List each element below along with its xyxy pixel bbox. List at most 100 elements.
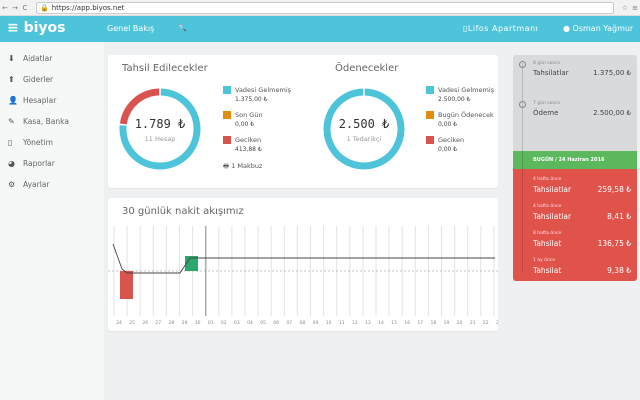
collect-subtitle[interactable]: 11 Hesap xyxy=(144,135,176,143)
print-label: 1 Makbuz xyxy=(231,162,263,170)
user-name: Osman Yağmur xyxy=(572,24,634,33)
sidebar-item-6[interactable]: ⚙ Ayarlar xyxy=(8,180,50,189)
gear-icon: ⚙ xyxy=(8,180,16,189)
event-when: 4 hafta önce xyxy=(533,177,562,182)
pie-chart-icon: ◕ xyxy=(8,159,15,168)
legend-value: 0,00 ₺ xyxy=(438,146,458,153)
event-label: Ödeme xyxy=(533,109,559,117)
sidebar-item-4[interactable]: ▯ Yönetim xyxy=(8,138,53,147)
legend-item: Vadesi Gelmemiş 1.375,00 ₺ xyxy=(223,86,291,103)
upload-icon: ⬆ xyxy=(8,75,15,84)
sidebar-item-label: Raporlar xyxy=(23,159,55,168)
outflow-bar xyxy=(120,271,133,299)
day-tick-label: 25 xyxy=(129,320,135,326)
timeline-event[interactable]: 4 hafta önce Tahsilatlar 8,41 ₺ xyxy=(533,204,631,221)
day-tick-label: 23 xyxy=(496,320,498,326)
event-amount: 2.500,00 ₺ xyxy=(593,109,631,117)
sidebar-item-3[interactable]: ✎ Kasa, Banka xyxy=(8,117,69,126)
day-tick-label: 24 xyxy=(116,320,122,326)
sidebar-item-0[interactable]: ⬇ Aidatlar xyxy=(8,54,52,63)
print-receipt-button[interactable]: 🖶 1 Makbuz xyxy=(223,162,262,173)
day-tick-label: 28 xyxy=(169,320,175,326)
timeline-panel: BUGÜN / 24 Haziran 2016 8 gün sonra Tahsi… xyxy=(513,55,637,281)
day-tick-label: 12 xyxy=(352,320,358,326)
event-label: Tahsilatlar xyxy=(533,185,572,194)
apartment-selector[interactable]: ▯Lifos Apartmanı xyxy=(463,24,539,33)
sidebar-item-label: Giderler xyxy=(23,75,54,84)
event-label: Tahsilat xyxy=(533,239,562,248)
legend-label: Geciken xyxy=(235,136,262,144)
sidebar-item-1[interactable]: ⬆ Giderler xyxy=(8,75,53,84)
legend-swatch xyxy=(223,111,231,119)
day-tick-label: 02 xyxy=(221,320,227,326)
search-icon[interactable]: 🔍 xyxy=(178,24,187,32)
legend-label: Son Gün xyxy=(235,111,263,119)
sidebar-item-5[interactable]: ◕ Raporlar xyxy=(8,159,55,168)
event-amount: 1.375,00 ₺ xyxy=(593,69,631,77)
timeline-dot xyxy=(519,101,526,108)
day-tick-label: 11 xyxy=(339,320,345,326)
day-tick-label: 09 xyxy=(313,320,319,326)
day-tick-label: 30 xyxy=(195,320,201,326)
balance-line xyxy=(112,243,495,274)
timeline-event[interactable]: 1 ay önce Tahsilat 9,38 ₺ xyxy=(533,258,631,275)
day-tick-label: 27 xyxy=(155,320,161,326)
event-label: Tahsilat xyxy=(533,266,562,275)
pay-title: Ödenecekler xyxy=(335,63,399,74)
timeline-event[interactable]: 8 hafta önce Tahsilat 136,75 ₺ xyxy=(533,231,631,248)
timeline-event[interactable]: 7 gün sonra Ödeme 2.500,00 ₺ xyxy=(533,101,631,117)
event-when: 1 ay önce xyxy=(533,258,555,263)
event-label: Tahsilatlar xyxy=(533,69,569,77)
pay-subtitle[interactable]: 1 Tedarikçi xyxy=(346,135,382,143)
donut-slice xyxy=(119,88,201,170)
event-when: 4 hafta önce xyxy=(533,204,562,209)
pay-total: 2.500 ₺ xyxy=(338,117,390,131)
address-bar[interactable]: 🔒 https://app.biyos.net xyxy=(36,1,614,14)
download-icon: ⬇ xyxy=(8,54,15,63)
sidebar-item-label: Yönetim xyxy=(23,138,53,147)
event-amount: 136,75 ₺ xyxy=(597,239,631,248)
donut-slice xyxy=(119,88,160,125)
app-header: ≡ biyos Genel Bakış 🔍 ▯Lifos Apartmanı ●… xyxy=(0,16,640,42)
collect-donut xyxy=(119,88,201,170)
legend-value: 2.500,00 ₺ xyxy=(438,96,471,103)
reload-icon[interactable]: C xyxy=(22,3,28,12)
cashflow-chart: 24 25 26 27 28 29 30 01 02 03 04 05 06 07 08 09 10 11 12 13… xyxy=(108,226,498,326)
apartment-name: Lifos Apartmanı xyxy=(467,24,539,33)
back-icon[interactable]: ← xyxy=(2,3,8,12)
day-tick-label: 13 xyxy=(365,320,371,326)
timeline-line xyxy=(522,63,523,273)
legend-item: Bugün Ödenecek 0,00 ₺ xyxy=(426,111,494,128)
past-events xyxy=(513,169,637,281)
legend-item: Son Gün 0,00 ₺ xyxy=(223,111,263,128)
summary-card: Tahsil Edilecekler Ödenecekler 1.789 ₺ 1… xyxy=(108,55,498,188)
cashflow-card: 24 25 26 27 28 29 30 01 02 03 04 05 06 07 08 09 10 11 12 13… xyxy=(108,198,498,331)
day-tick-label: 18 xyxy=(431,320,437,326)
day-tick-label: 05 xyxy=(260,320,266,326)
page-title[interactable]: Genel Bakış xyxy=(107,24,155,33)
printer-icon: 🖶 xyxy=(223,162,230,170)
url-text: https://app.biyos.net xyxy=(51,3,125,12)
star-icon[interactable]: ☆ xyxy=(621,3,629,12)
sidebar-item-label: Aidatlar xyxy=(23,54,53,63)
day-tick-label: 08 xyxy=(300,320,306,326)
forward-icon[interactable]: → xyxy=(12,3,18,12)
legend-value: 0,00 ₺ xyxy=(235,121,255,128)
legend-label: Bugün Ödenecek xyxy=(438,111,494,119)
user-menu[interactable]: ● Osman Yağmur xyxy=(563,24,634,33)
legend-value: 1.375,00 ₺ xyxy=(235,96,268,103)
sidebar-item-label: Kasa, Banka xyxy=(23,117,69,126)
logo[interactable]: ≡ biyos xyxy=(7,20,66,36)
legend-value: 413,88 ₺ xyxy=(235,146,262,153)
legend-item: Vadesi Gelmemiş 2.500,00 ₺ xyxy=(426,86,494,103)
today-banner: BUGÜN / 24 Haziran 2016 xyxy=(513,151,637,169)
sidebar-item-2[interactable]: 👤 Hesaplar xyxy=(8,96,56,105)
timeline-dot xyxy=(519,61,526,68)
timeline-event[interactable]: 8 gün sonra Tahsilatlar 1.375,00 ₺ xyxy=(533,61,631,77)
event-amount: 8,41 ₺ xyxy=(607,212,631,221)
menu-icon[interactable]: ≡ xyxy=(632,3,638,12)
future-events xyxy=(513,55,637,151)
donut-slice xyxy=(323,88,405,170)
legend-swatch xyxy=(426,86,434,94)
timeline-event[interactable]: 4 hafta önce Tahsilatlar 259,58 ₺ xyxy=(533,177,631,194)
